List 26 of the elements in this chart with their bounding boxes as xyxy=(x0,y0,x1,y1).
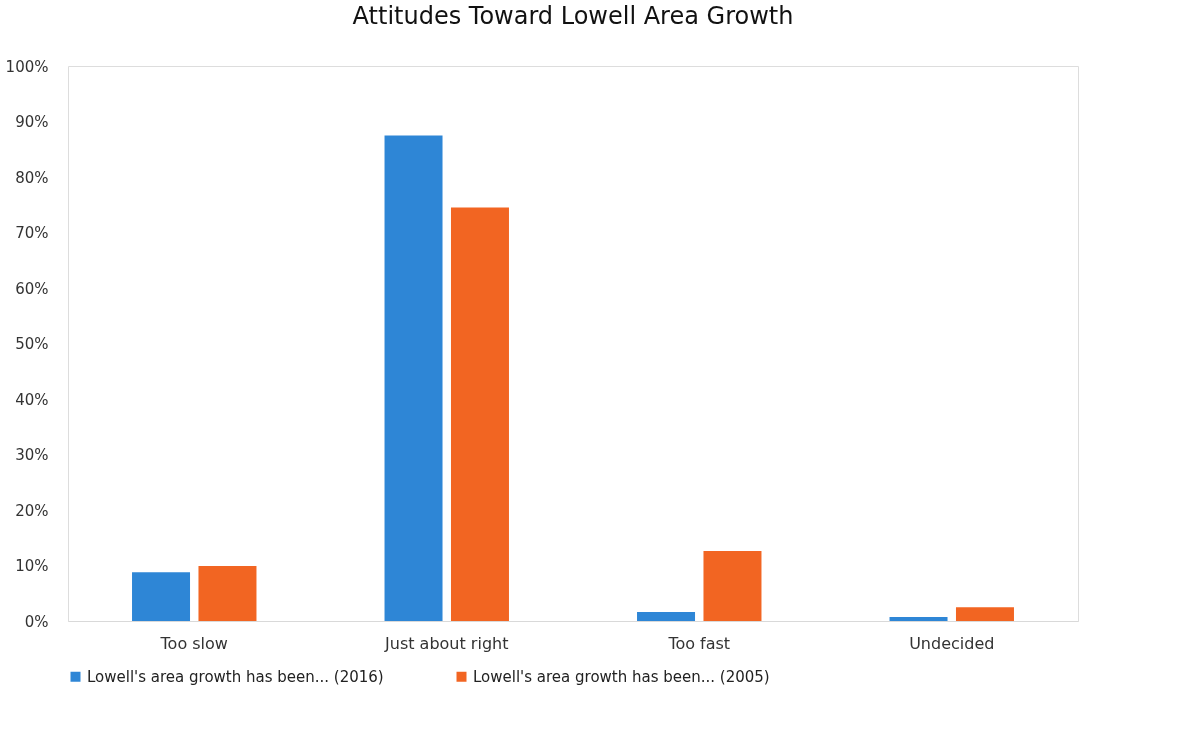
y-tick-label: 10% xyxy=(15,557,49,575)
x-tick-label: Too slow xyxy=(159,633,228,653)
y-tick-label: 0% xyxy=(24,612,49,631)
bar xyxy=(198,566,257,621)
bar xyxy=(384,135,443,621)
bar xyxy=(132,572,191,621)
bar xyxy=(450,207,509,621)
x-tick-label: Undecided xyxy=(909,633,995,653)
y-tick-label: 60% xyxy=(15,279,49,298)
y-tick-label: 30% xyxy=(15,446,49,464)
y-tick-label: 40% xyxy=(15,390,49,409)
y-tick-label: 80% xyxy=(15,168,49,187)
bar xyxy=(703,551,762,621)
chart-title: Attitudes Toward Lowell Area Growth xyxy=(352,2,794,30)
x-tick-label: Just about right xyxy=(384,633,509,653)
y-tick-label: 50% xyxy=(15,335,49,353)
y-tick-label: 100% xyxy=(5,57,49,76)
y-tick-label: 70% xyxy=(15,224,49,242)
bar xyxy=(955,607,1014,621)
y-tick-label: 20% xyxy=(15,501,49,520)
bar xyxy=(889,617,948,621)
legend-label: Lowell's area growth has been... (2016) xyxy=(87,667,384,686)
y-tick-label: 90% xyxy=(15,113,49,131)
x-tick-label: Too fast xyxy=(667,633,731,653)
bar xyxy=(637,612,696,621)
legend-label: Lowell's area growth has been... (2005) xyxy=(473,667,770,686)
